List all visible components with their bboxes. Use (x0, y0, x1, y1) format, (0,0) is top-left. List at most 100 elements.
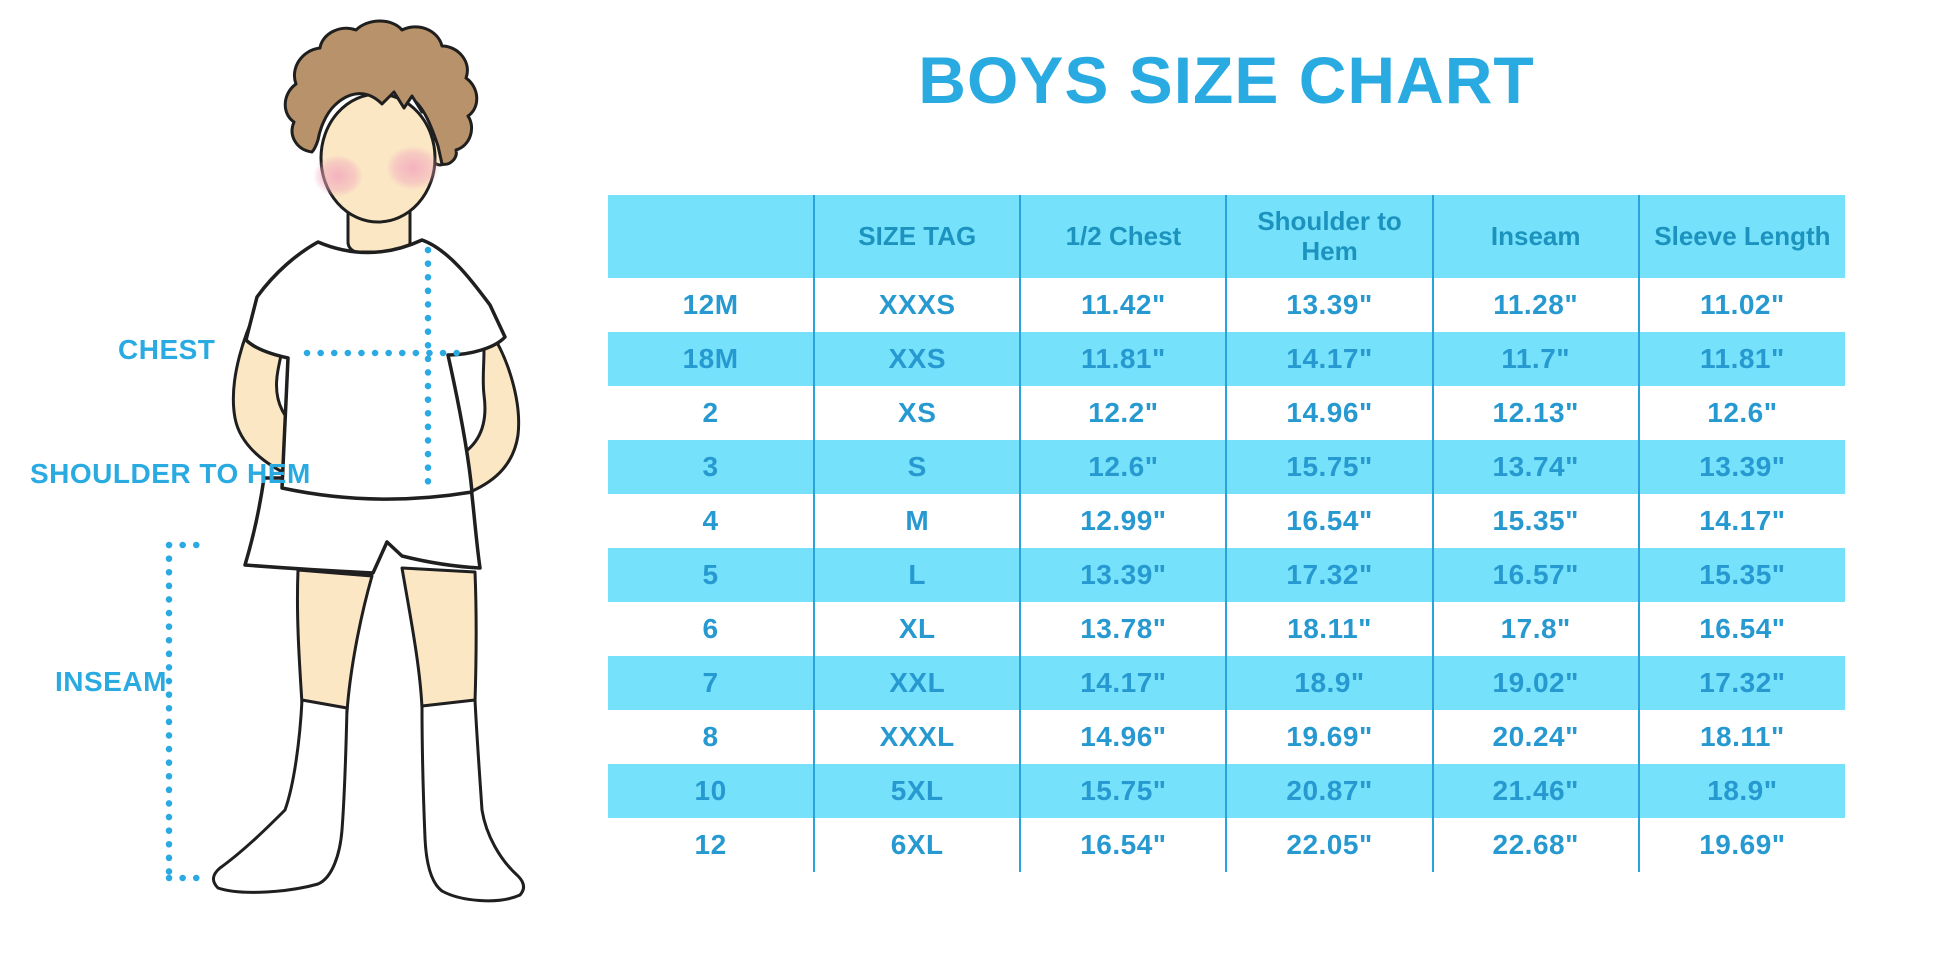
shoulder-hem-cell: 22.05" (1226, 818, 1434, 872)
chest-cell: 12.2" (1020, 386, 1228, 440)
chest-cell: 11.81" (1020, 332, 1228, 386)
shoulder-hem-cell: 16.54" (1226, 494, 1434, 548)
boy-right-sock (420, 698, 525, 903)
size-cell: 8 (608, 710, 816, 764)
table-row: 4 M 12.99" 16.54" 15.35" 14.17" (608, 494, 1845, 548)
column-header-size-tag: SIZE TAG (814, 195, 1022, 278)
tag-cell: S (814, 440, 1022, 494)
chest-cell: 12.6" (1020, 440, 1228, 494)
table-row: 18M XXS 11.81" 14.17" 11.7" 11.81" (608, 332, 1845, 386)
shoulder-hem-cell: 13.39" (1226, 278, 1434, 332)
table-row: 8 XXXL 14.96" 19.69" 20.24" 18.11" (608, 710, 1845, 764)
inseam-dotted-line (165, 541, 204, 882)
chest-cell: 16.54" (1020, 818, 1228, 872)
page-title: BOYS SIZE CHART (918, 43, 1535, 117)
inseam-cell: 11.28" (1432, 278, 1640, 332)
inseam-cell: 19.02" (1432, 656, 1640, 710)
tag-cell: XL (814, 602, 1022, 656)
inseam-cell: 13.74" (1432, 440, 1640, 494)
boy-blush-right (386, 146, 440, 190)
inseam-cell: 15.35" (1432, 494, 1640, 548)
inseam-label: INSEAM (55, 666, 167, 697)
sleeve-cell: 11.81" (1699, 343, 1785, 374)
tag-cell: XXS (814, 332, 1022, 386)
inseam-cell: 21.46" (1432, 764, 1640, 818)
header-row: SIZE TAG 1/2 Chest Shoulder to Hem Insea… (608, 195, 1845, 278)
tag-cell: XXXL (814, 710, 1022, 764)
table-row: 5 L 13.39" 17.32" 16.57" 15.35" (608, 548, 1845, 602)
boy-hair (283, 19, 479, 166)
chest-cell: 12.99" (1020, 494, 1228, 548)
size-cell: 5 (608, 548, 816, 602)
sleeve-cell: 16.54" (1699, 613, 1786, 644)
sleeve-cell: 18.11" (1699, 721, 1785, 752)
chest-cell: 13.39" (1020, 548, 1228, 602)
size-cell: 12M (608, 278, 816, 332)
boy-shorts (243, 476, 482, 575)
size-cell: 7 (608, 656, 816, 710)
table-row: 10 5XL 15.75" 20.87" 21.46" 18.9" (608, 764, 1845, 818)
shoulder-hem-cell: 14.96" (1226, 386, 1434, 440)
size-cell: 12 (608, 818, 816, 872)
chest-cell: 14.96" (1020, 710, 1228, 764)
chest-label: CHEST (118, 334, 216, 365)
sleeve-cell: 17.32" (1699, 667, 1786, 698)
tag-cell: XXXS (814, 278, 1022, 332)
column-header-shoulder-to-hem: Shoulder to Hem (1226, 195, 1434, 278)
shoulder-hem-cell: 18.9" (1226, 656, 1434, 710)
table-row: 12M XXXS 11.42" 13.39" 11.28" 11.02" (608, 278, 1845, 332)
column-header-size (608, 195, 816, 278)
boy-shirt (244, 238, 507, 501)
shoulder-hem-cell: 18.11" (1226, 602, 1434, 656)
chest-cell: 14.17" (1020, 656, 1228, 710)
size-cell: 10 (608, 764, 816, 818)
shoulder-hem-cell: 19.69" (1226, 710, 1434, 764)
column-header-sleeve-length: Sleeve Length (1654, 220, 1831, 251)
shoulder-hem-cell: 17.32" (1226, 548, 1434, 602)
shoulder-to-hem-label: SHOULDER TO HEM (30, 458, 311, 489)
size-cell: 3 (608, 440, 816, 494)
boy-illustration (165, 19, 525, 903)
size-cell: 18M (608, 332, 816, 386)
sleeve-cell: 19.69" (1699, 829, 1786, 860)
tag-cell: 6XL (814, 818, 1022, 872)
inseam-cell: 17.8" (1432, 602, 1640, 656)
boy-right-thigh (400, 566, 478, 710)
sleeve-cell: 15.35" (1699, 559, 1786, 590)
tag-cell: 5XL (814, 764, 1022, 818)
chest-cell: 11.42" (1020, 278, 1228, 332)
tag-cell: M (814, 494, 1022, 548)
inseam-cell: 11.7" (1432, 332, 1640, 386)
tag-cell: XS (814, 386, 1022, 440)
boy-left-sock (212, 698, 349, 894)
sleeve-cell: 18.9" (1707, 775, 1778, 806)
tag-cell: L (814, 548, 1022, 602)
table-row: 7 XXL 14.17" 18.9" 19.02" 17.32" (608, 656, 1845, 710)
table-row: 3 S 12.6" 15.75" 13.74" 13.39" (608, 440, 1845, 494)
column-header-inseam: Inseam (1432, 195, 1640, 278)
table-row: 2 XS 12.2" 14.96" 12.13" 12.6" (608, 386, 1845, 440)
inseam-cell: 20.24" (1432, 710, 1640, 764)
inseam-cell: 22.68" (1432, 818, 1640, 872)
boy-blush-left (313, 155, 363, 197)
shoulder-hem-cell: 15.75" (1226, 440, 1434, 494)
sleeve-cell: 12.6" (1707, 397, 1778, 428)
table-row: 6 XL 13.78" 18.11" 17.8" 16.54" (608, 602, 1845, 656)
inseam-cell: 12.13" (1432, 386, 1640, 440)
size-cell: 6 (608, 602, 816, 656)
tag-cell: XXL (814, 656, 1022, 710)
sleeve-cell: 14.17" (1699, 505, 1786, 536)
chest-cell: 13.78" (1020, 602, 1228, 656)
size-cell: 4 (608, 494, 816, 548)
size-cell: 2 (608, 386, 816, 440)
size-table: SIZE TAG 1/2 Chest Shoulder to Hem Insea… (608, 195, 1845, 872)
chest-cell: 15.75" (1020, 764, 1228, 818)
table-row: 12 6XL 16.54" 22.05" 22.68" 19.69" (608, 818, 1845, 872)
inseam-cell: 16.57" (1432, 548, 1640, 602)
sleeve-cell: 11.02" (1699, 289, 1785, 320)
shoulder-hem-cell: 20.87" (1226, 764, 1434, 818)
column-header-half-chest: 1/2 Chest (1020, 195, 1228, 278)
shoulder-hem-cell: 14.17" (1226, 332, 1434, 386)
sleeve-cell: 13.39" (1699, 451, 1786, 482)
